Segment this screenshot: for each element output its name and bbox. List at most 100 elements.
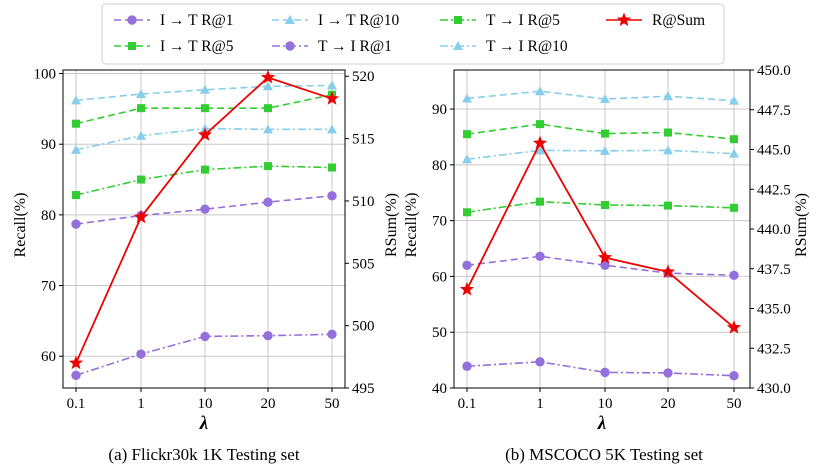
y2-tick-label: 432.5 <box>757 341 791 357</box>
data-point <box>730 135 738 144</box>
data-point <box>729 95 739 105</box>
data-point <box>263 197 273 207</box>
data-point <box>68 355 84 370</box>
legend-marker-square <box>128 42 136 50</box>
x-tick-label: 20 <box>261 396 276 412</box>
x-tick-label: 1 <box>137 396 145 412</box>
data-point <box>729 148 739 158</box>
data-point <box>263 81 273 91</box>
data-point <box>72 191 80 200</box>
series-4 <box>463 197 738 217</box>
data-point <box>200 204 210 214</box>
legend-entry: T → I R@1 <box>272 38 392 55</box>
data-point <box>532 135 548 150</box>
x-tick-label: 1 <box>536 396 544 412</box>
series-line <box>75 93 333 125</box>
data-point <box>664 201 672 210</box>
series-3 <box>71 329 337 380</box>
data-point <box>536 197 544 206</box>
data-point <box>133 209 149 224</box>
series-line <box>75 76 333 364</box>
data-point <box>71 95 81 105</box>
data-point <box>535 251 545 262</box>
y-tick-label: 80 <box>432 158 447 174</box>
data-point <box>462 93 472 103</box>
y2-tick-label: 515 <box>352 132 375 148</box>
data-point <box>137 104 145 113</box>
y2-tick-label: 430.0 <box>757 381 791 397</box>
legend-entry: I → T R@1 <box>114 12 234 29</box>
y-tick-label: 100 <box>34 67 57 83</box>
y-axis-label: Recall(%) <box>12 193 29 258</box>
legend-marker-circle <box>127 15 137 25</box>
series-line <box>75 194 333 225</box>
data-point <box>264 162 272 171</box>
y2-tick-label: 520 <box>352 69 375 85</box>
y2-axis-label: RSum(%) <box>793 193 810 257</box>
data-point <box>201 165 209 174</box>
plot-frame <box>62 69 346 389</box>
data-point <box>260 69 276 84</box>
x-tick-label: 50 <box>727 396 742 412</box>
data-point <box>327 329 337 339</box>
y-tick-label: 50 <box>432 325 447 341</box>
data-point <box>263 124 273 134</box>
y2-tick-label: 450.0 <box>757 63 791 79</box>
series-line <box>466 149 735 161</box>
x-tick-label: 10 <box>198 396 213 412</box>
panel-a: 0.1 1 10 20 50 60 70 80 90 100 495 500 505 510 515 520 R… <box>12 67 400 464</box>
legend-frame <box>101 3 725 65</box>
data-point <box>263 331 273 341</box>
data-point <box>72 119 80 128</box>
data-point <box>136 130 146 140</box>
y-axis-label: Recall(%) <box>403 193 420 258</box>
legend-entry: I → T R@5 <box>114 38 234 55</box>
legend-marker-triangle <box>453 41 463 50</box>
y2-tick-label: 447.5 <box>757 103 791 119</box>
data-point <box>136 89 146 99</box>
data-point <box>328 163 336 172</box>
series-6 <box>459 135 742 334</box>
data-point <box>726 320 742 334</box>
panel-b: 0.1 1 10 20 50 40 50 60 70 80 90 430.0 432.5 435.0 437… <box>403 63 810 464</box>
data-point <box>600 94 610 104</box>
series-line <box>466 141 735 329</box>
legend-marker-triangle <box>285 15 295 24</box>
legend-label: T → I R@1 <box>318 38 392 55</box>
data-point <box>730 203 738 212</box>
data-point <box>200 84 210 94</box>
data-point <box>535 357 545 367</box>
legend-label: R@Sum <box>652 12 705 29</box>
data-point <box>663 368 673 378</box>
legend-label: T → I R@5 <box>486 12 560 29</box>
data-point <box>197 127 213 141</box>
series-2 <box>71 80 337 105</box>
x-tick-label: 10 <box>598 396 613 412</box>
data-point <box>535 86 545 96</box>
panel-caption: (b) MSCOCO 5K Testing set <box>505 445 703 464</box>
y-tick-label: 90 <box>41 137 56 153</box>
data-point <box>324 91 340 105</box>
data-point <box>463 130 471 139</box>
y2-tick-label: 437.5 <box>757 262 791 278</box>
y2-tick-label: 445.0 <box>757 143 791 159</box>
legend-label: I → T R@10 <box>318 12 400 29</box>
y2-tick-label: 510 <box>352 194 375 210</box>
data-point <box>660 264 676 278</box>
y2-tick-label: 442.5 <box>757 182 791 198</box>
y2-axis-label: RSum(%) <box>383 193 400 257</box>
y2-tick-label: 440.0 <box>757 222 791 238</box>
data-point <box>729 270 739 281</box>
data-point <box>71 370 81 380</box>
y-tick-label: 80 <box>41 208 56 224</box>
y2-tick-label: 435.0 <box>757 302 791 318</box>
panel-caption: (a) Flickr30k 1K Testing set <box>108 445 299 464</box>
data-point <box>137 175 145 184</box>
data-point <box>327 124 337 134</box>
x-tick-label: 0.1 <box>458 396 477 412</box>
legend-entry: R@Sum <box>606 12 705 29</box>
data-point <box>327 191 337 201</box>
legend-label: I → T R@1 <box>160 12 234 29</box>
